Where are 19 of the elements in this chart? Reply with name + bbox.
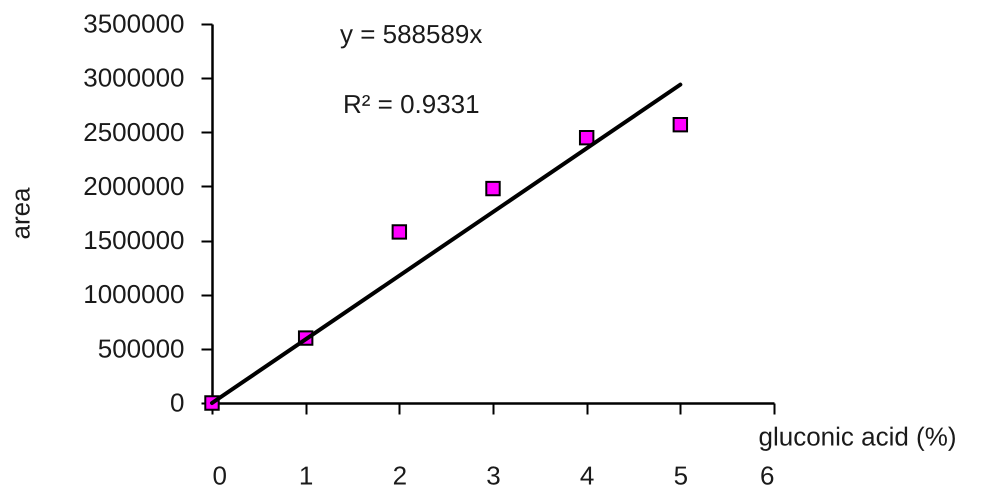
annotation: y = 588589x (340, 19, 482, 49)
x-tick-label: 2 (392, 460, 408, 490)
x-tick-label: 0 (212, 460, 227, 490)
x-axis-title: gluconic acid (%) (758, 422, 956, 452)
x-tick-label: 4 (580, 460, 594, 490)
y-axis-title: area (6, 186, 36, 240)
y-tick-label: 0 (170, 388, 184, 418)
x-tick-label: 1 (298, 460, 314, 490)
y-tick-label: 500000 (98, 333, 184, 364)
annotation: R² = 0.9331 (343, 89, 480, 119)
x-tick-label: 3 (486, 460, 501, 490)
x-tick-label: 6 (760, 460, 774, 490)
y-tick-label: 2000000 (83, 170, 184, 201)
y-tick-label: 2500000 (83, 116, 184, 147)
x-tick-label: 5 (674, 460, 688, 490)
y-tick-label: 1500000 (83, 225, 184, 256)
y-tick-label: 3000000 (83, 62, 184, 93)
y-tick-label: 1000000 (83, 279, 184, 310)
y-tick-label: 3500000 (83, 8, 184, 38)
